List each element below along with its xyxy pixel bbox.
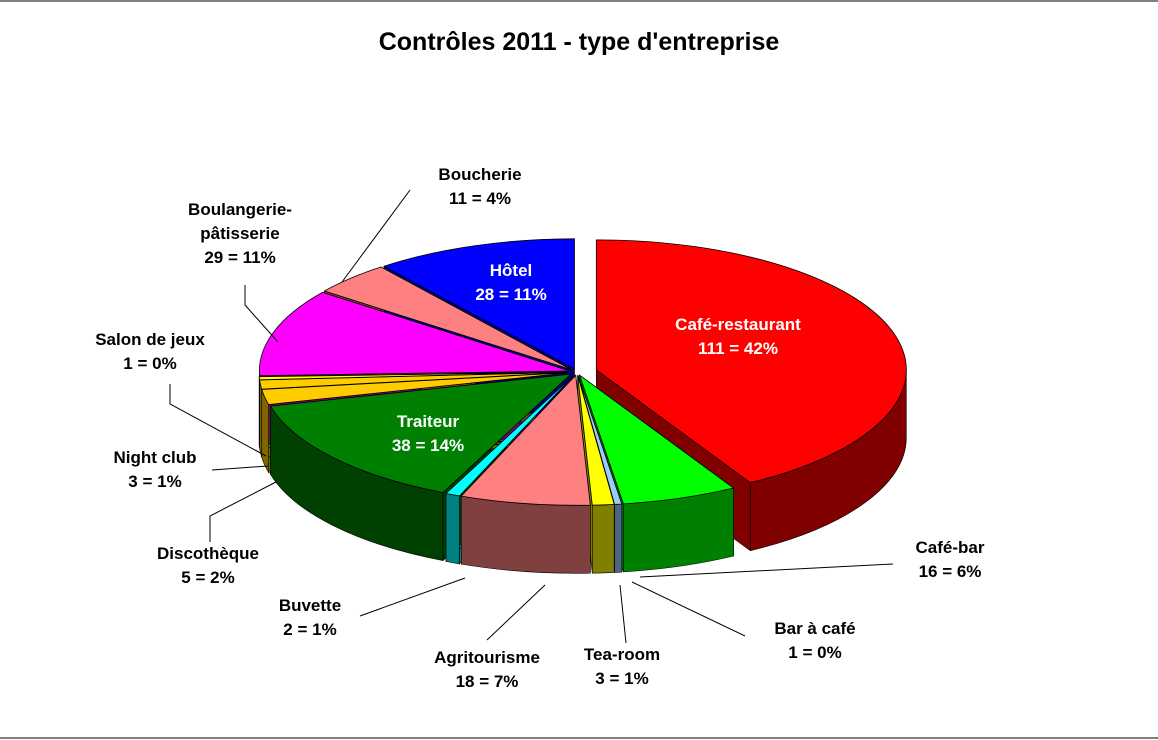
leader-line [169, 384, 267, 457]
data-label: Hôtel 28 = 11% [475, 259, 546, 307]
leader-line [244, 285, 279, 343]
slice-side [259, 379, 262, 458]
slice-side [614, 503, 623, 573]
slice [578, 374, 735, 505]
category-label: Tea-room [583, 645, 661, 664]
category-label: Agritourisme [434, 648, 540, 667]
slice [595, 239, 907, 484]
slice [269, 373, 573, 494]
value-label: 111 = 42% [698, 339, 778, 358]
value-label: 1 = 0% [123, 354, 177, 373]
value-label: 18 = 7% [455, 672, 519, 691]
outer-walls [258, 369, 907, 574]
data-label: Café-restaurant 111 = 42% [675, 313, 801, 361]
leader-line [359, 577, 466, 617]
data-label: Salon de jeux 1 = 0% [95, 328, 205, 376]
data-label: Boulangerie-pâtisserie 29 = 11% [175, 198, 305, 270]
data-label: Buvette 2 = 1% [279, 594, 341, 642]
slice [445, 374, 575, 497]
leader-line [631, 581, 746, 637]
value-label: 11 = 4% [449, 189, 511, 208]
data-label: Boucherie 11 = 4% [438, 163, 521, 211]
leader-line [619, 584, 627, 644]
category-label: Hôtel [489, 261, 533, 280]
value-label: 38 = 14% [391, 436, 465, 455]
slice [577, 375, 615, 506]
leader-line [211, 465, 269, 471]
data-label: Café-bar 16 = 6% [916, 536, 985, 584]
value-label: 5 = 2% [181, 568, 235, 587]
slice [323, 266, 572, 371]
chart-title: Contrôles 2011 - type d'entreprise [378, 28, 780, 56]
category-label: Café-restaurant [675, 315, 801, 334]
data-label: Tea-room 3 = 1% [584, 643, 660, 691]
slice [258, 291, 570, 376]
value-label: 16 = 6% [918, 562, 982, 581]
category-label: Boulangerie-pâtisserie [188, 200, 292, 243]
data-label: Agritourisme 18 = 7% [434, 646, 540, 694]
category-label: Bar à café [774, 619, 856, 638]
slice-tops [258, 238, 907, 506]
value-label: 3 = 1% [595, 669, 649, 688]
slice-side [460, 495, 591, 574]
data-label: Traiteur 38 = 14% [392, 410, 464, 458]
slice [460, 374, 591, 506]
value-label: 1 = 0% [788, 643, 842, 662]
category-label: Night club [113, 448, 197, 467]
leader-line [639, 563, 894, 578]
slice [258, 371, 570, 381]
category-label: Discothèque [156, 544, 260, 563]
value-label: 2 = 1% [283, 620, 337, 639]
value-label: 28 = 11% [475, 285, 547, 304]
category-label: Traiteur [396, 412, 460, 431]
category-label: Café-bar [915, 538, 985, 557]
data-label: Night club 3 = 1% [113, 446, 196, 494]
category-label: Salon de jeux [95, 330, 205, 349]
category-label: Buvette [278, 596, 342, 615]
slice [382, 238, 575, 370]
category-label: Boucherie [438, 165, 522, 184]
leader-line [341, 189, 411, 283]
slice-side [445, 493, 460, 565]
value-label: 29 = 11% [204, 248, 276, 267]
leader-line [209, 481, 277, 542]
value-label: 3 = 1% [128, 472, 182, 491]
leader-line [486, 584, 546, 641]
data-label: Bar à café 1 = 0% [774, 617, 855, 665]
slice-side [592, 504, 615, 574]
data-label: Discothèque 5 = 2% [157, 542, 259, 590]
